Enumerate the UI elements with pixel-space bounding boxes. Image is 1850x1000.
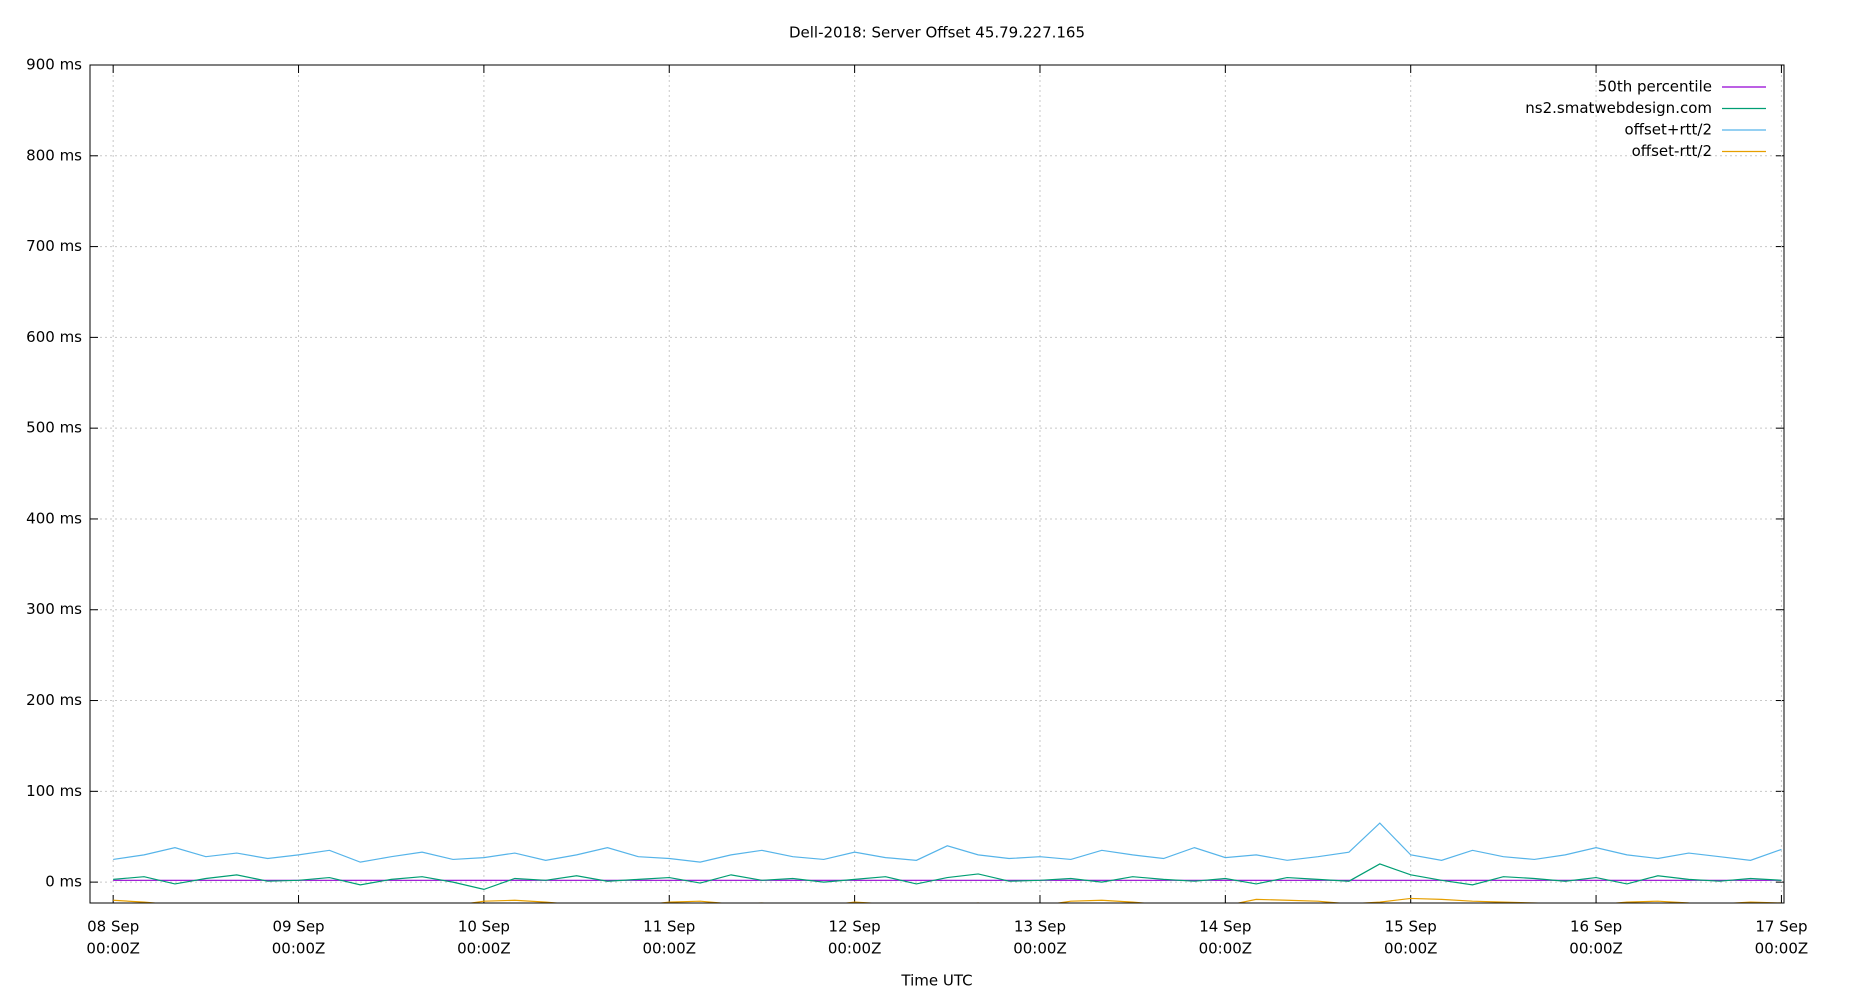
x-tick-label: 00:00Z — [642, 940, 696, 958]
y-tick-label: 200 ms — [26, 691, 82, 709]
legend-label: offset-rtt/2 — [1632, 142, 1712, 160]
x-tick-label: 00:00Z — [828, 940, 882, 958]
y-tick-label: 600 ms — [26, 328, 82, 346]
y-tick-label: 0 ms — [45, 873, 82, 891]
x-tick-label: 11 Sep — [643, 918, 695, 936]
x-tick-label: 00:00Z — [1384, 940, 1438, 958]
y-tick-label: 800 ms — [26, 146, 82, 164]
plot-area — [113, 822, 1782, 903]
x-tick-label: 13 Sep — [1014, 918, 1066, 936]
series-line — [113, 897, 1782, 903]
x-tick-label: 17 Sep — [1755, 918, 1807, 936]
y-tick-label: 700 ms — [26, 237, 82, 255]
x-tick-label: 00:00Z — [1013, 940, 1067, 958]
x-tick-label: 12 Sep — [829, 918, 881, 936]
x-tick-label: 00:00Z — [1199, 940, 1253, 958]
x-tick-label: 09 Sep — [272, 918, 324, 936]
x-tick-label: 15 Sep — [1385, 918, 1437, 936]
y-tick-label: 100 ms — [26, 782, 82, 800]
x-axis-label: Time UTC — [900, 972, 972, 990]
legend-label: offset+rtt/2 — [1624, 121, 1712, 139]
x-tick-label: 00:00Z — [272, 940, 326, 958]
x-tick-label: 14 Sep — [1199, 918, 1251, 936]
x-tick-label: 00:00Z — [457, 940, 511, 958]
x-tick-label: 00:00Z — [86, 940, 140, 958]
series-line — [113, 822, 1782, 863]
series-line — [113, 863, 1782, 891]
legend-label: ns2.smatwebdesign.com — [1525, 99, 1712, 117]
plot-frame — [89, 64, 1785, 904]
chart-title: Dell-2018: Server Offset 45.79.227.165 — [789, 24, 1085, 42]
y-tick-label: 400 ms — [26, 509, 82, 527]
x-tick-label: 10 Sep — [458, 918, 510, 936]
legend-label: 50th percentile — [1598, 78, 1712, 96]
y-tick-label: 300 ms — [26, 600, 82, 618]
y-tick-label: 500 ms — [26, 419, 82, 437]
x-tick-label: 08 Sep — [87, 918, 139, 936]
y-tick-label: 900 ms — [26, 56, 82, 74]
x-tick-label: 16 Sep — [1570, 918, 1622, 936]
x-tick-label: 00:00Z — [1755, 940, 1809, 958]
x-tick-label: 00:00Z — [1569, 940, 1623, 958]
